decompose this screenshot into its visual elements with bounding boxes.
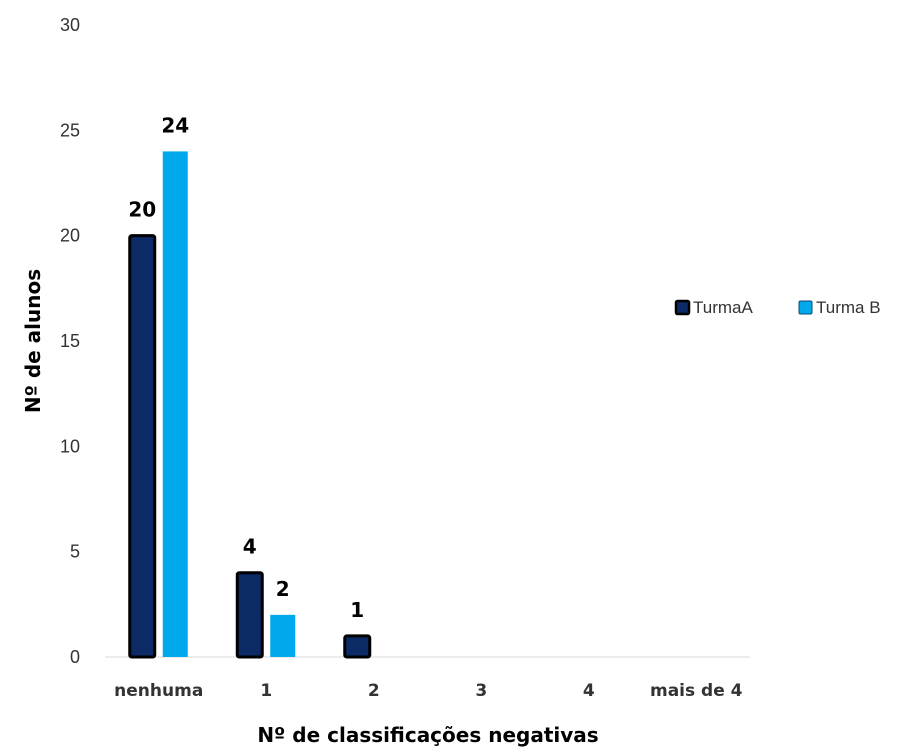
y-axis-ticks: 0 5 10 15 20 25 30 <box>60 15 80 667</box>
data-label: 24 <box>161 113 189 137</box>
legend-label: TurmaA <box>693 298 753 317</box>
legend: TurmaA Turma B <box>674 298 881 317</box>
x-category-label: 3 <box>475 681 487 701</box>
x-axis-categories: nenhuma 1 2 3 4 mais de 4 <box>114 681 742 701</box>
bar-turma-a <box>343 634 372 659</box>
y-tick-label: 30 <box>60 15 80 35</box>
y-tick-label: 15 <box>60 331 80 351</box>
x-category-label: 4 <box>583 681 595 701</box>
y-axis-title: Nº de alunos <box>21 269 45 413</box>
y-tick-label: 25 <box>60 120 80 140</box>
y-tick-label: 0 <box>70 647 80 667</box>
data-label: 1 <box>350 598 364 622</box>
bar-turma-a <box>235 571 264 659</box>
legend-label: Turma B <box>816 298 881 317</box>
x-category-label: nenhuma <box>114 681 203 701</box>
data-label: 2 <box>276 577 290 601</box>
bar-turma-a <box>128 234 157 659</box>
legend-swatch-turma-a <box>674 299 691 316</box>
data-label: 20 <box>128 198 156 222</box>
bar-turma-b <box>270 614 296 657</box>
y-tick-label: 5 <box>70 542 80 562</box>
bars <box>128 151 372 659</box>
legend-swatch-turma-b <box>798 300 813 315</box>
data-label: 4 <box>243 535 257 559</box>
data-labels: 20 24 42 1 <box>128 113 364 622</box>
x-category-label: mais de 4 <box>650 681 743 701</box>
bar-turma-b <box>162 151 188 657</box>
y-tick-label: 10 <box>60 436 80 456</box>
x-category-label: 1 <box>260 681 272 701</box>
x-axis-title: Nº de classificações negativas <box>257 723 598 747</box>
y-tick-label: 20 <box>60 226 80 246</box>
x-category-label: 2 <box>368 681 380 701</box>
